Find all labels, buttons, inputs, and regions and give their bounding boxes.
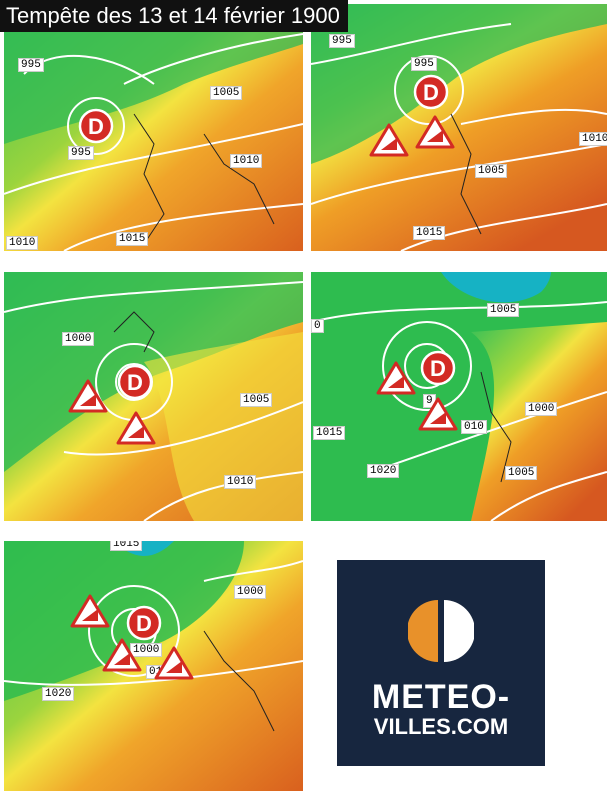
low-pressure-icon: D xyxy=(420,350,456,386)
isobar-label: 995 xyxy=(411,57,437,71)
isobar-label: 1010 xyxy=(230,154,263,168)
isobar-label: 1015 xyxy=(110,541,143,551)
low-pressure-label: D xyxy=(127,370,143,395)
logo-text-line2: VILLES.COM xyxy=(373,714,509,739)
map-panel-4: 1005 0 9 1015 1000 010 1020 1005 D xyxy=(311,272,607,521)
low-pressure-label: D xyxy=(423,80,439,105)
isobar-label: 1000 xyxy=(525,402,558,416)
wind-warning-icon xyxy=(70,594,110,628)
low-pressure-label: D xyxy=(430,356,446,381)
isobar-label: 0 xyxy=(311,319,324,333)
isobar-label: 1020 xyxy=(367,464,400,478)
isobar-label: 1000 xyxy=(234,585,267,599)
wind-warning-icon xyxy=(418,397,458,431)
isobar-label: 010 xyxy=(461,420,487,434)
half-moon-logo-icon xyxy=(408,600,474,662)
isobar-label: 1005 xyxy=(505,466,538,480)
low-pressure-label: D xyxy=(136,611,152,636)
isobar-label: 1000 xyxy=(62,332,95,346)
map-panel-5: 1015 1000 1000 010 1020 D xyxy=(4,541,303,791)
isobar-label: 995 xyxy=(18,58,44,72)
meteo-villes-logo: METEO- VILLES.COM xyxy=(337,560,545,766)
isobar-label: 1005 xyxy=(210,86,243,100)
isobar-label: 1000 xyxy=(130,643,163,657)
wind-warning-icon xyxy=(68,379,108,413)
wind-warning-icon xyxy=(369,123,409,157)
map-panel-1: 995 1005 995 1010 1015 1010 D xyxy=(4,4,303,251)
low-pressure-icon: D xyxy=(78,108,114,144)
map-1-field xyxy=(4,4,303,251)
isobar-label: 1005 xyxy=(240,393,273,407)
isobar-label: 995 xyxy=(68,146,94,160)
isobar-label: 995 xyxy=(329,34,355,48)
wind-warning-icon xyxy=(154,646,194,680)
map-panel-2: 995 995 1010 1005 1015 D xyxy=(311,4,607,251)
isobar-label: 1010 xyxy=(224,475,257,489)
map-panel-3: 1000 1005 1010 D xyxy=(4,272,303,521)
logo-text-line1: METEO- xyxy=(371,678,511,716)
isobar-label: 1020 xyxy=(42,687,75,701)
isobar-label: 1005 xyxy=(475,164,508,178)
low-pressure-icon: D xyxy=(413,74,449,110)
wind-warning-icon xyxy=(376,361,416,395)
map-2-field xyxy=(311,4,607,251)
wind-warning-icon xyxy=(116,411,156,445)
isobar-label: 1010 xyxy=(6,236,39,250)
isobar-label: 1015 xyxy=(313,426,346,440)
map-4-field xyxy=(311,272,607,521)
wind-warning-icon xyxy=(415,115,455,149)
wind-warning-icon xyxy=(102,638,142,672)
page-title: Tempête des 13 et 14 février 1900 xyxy=(0,0,348,32)
low-pressure-icon: D xyxy=(117,364,153,400)
isobar-label: 1015 xyxy=(116,232,149,246)
isobar-label: 1010 xyxy=(579,132,607,146)
low-pressure-label: D xyxy=(88,114,104,139)
isobar-label: 1015 xyxy=(413,226,446,240)
isobar-label: 1005 xyxy=(487,303,520,317)
low-pressure-icon: D xyxy=(126,605,162,641)
